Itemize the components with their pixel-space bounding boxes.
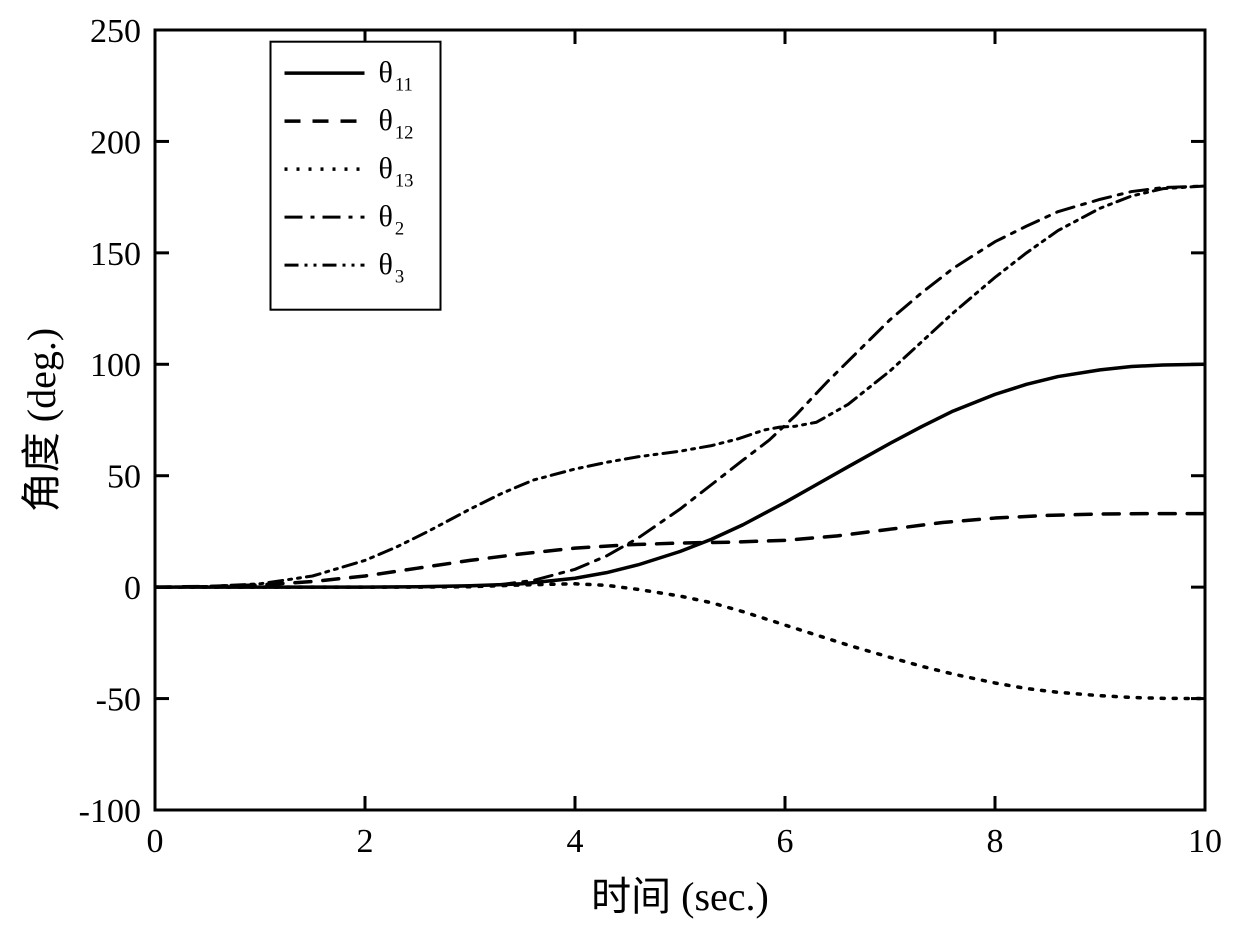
y-tick-label: 200: [90, 124, 141, 161]
y-tick-label: 0: [124, 570, 141, 607]
x-tick-label: 10: [1188, 823, 1222, 860]
x-axis-label: 时间 (sec.): [591, 874, 769, 919]
y-tick-label: -100: [79, 793, 141, 830]
y-tick-label: 50: [107, 459, 141, 496]
x-tick-label: 8: [987, 823, 1004, 860]
legend: θ11θ12θ13θ2θ3: [271, 42, 441, 310]
x-tick-label: 4: [567, 823, 584, 860]
x-tick-label: 2: [357, 823, 374, 860]
x-tick-label: 0: [147, 823, 164, 860]
y-tick-label: 250: [90, 13, 141, 50]
x-tick-label: 6: [777, 823, 794, 860]
chart-svg: 0 2 4 6 8 10 -100 -50 0 50 100 150 200 250 时间 (sec.) 角度…: [0, 0, 1240, 929]
y-tick-label: 150: [90, 236, 141, 273]
y-tick-label: 100: [90, 347, 141, 384]
y-axis-label: 角度 (deg.): [19, 328, 64, 512]
y-tick-label: -50: [96, 681, 141, 718]
angle-vs-time-chart: 0 2 4 6 8 10 -100 -50 0 50 100 150 200 250 时间 (sec.) 角度…: [0, 0, 1240, 929]
